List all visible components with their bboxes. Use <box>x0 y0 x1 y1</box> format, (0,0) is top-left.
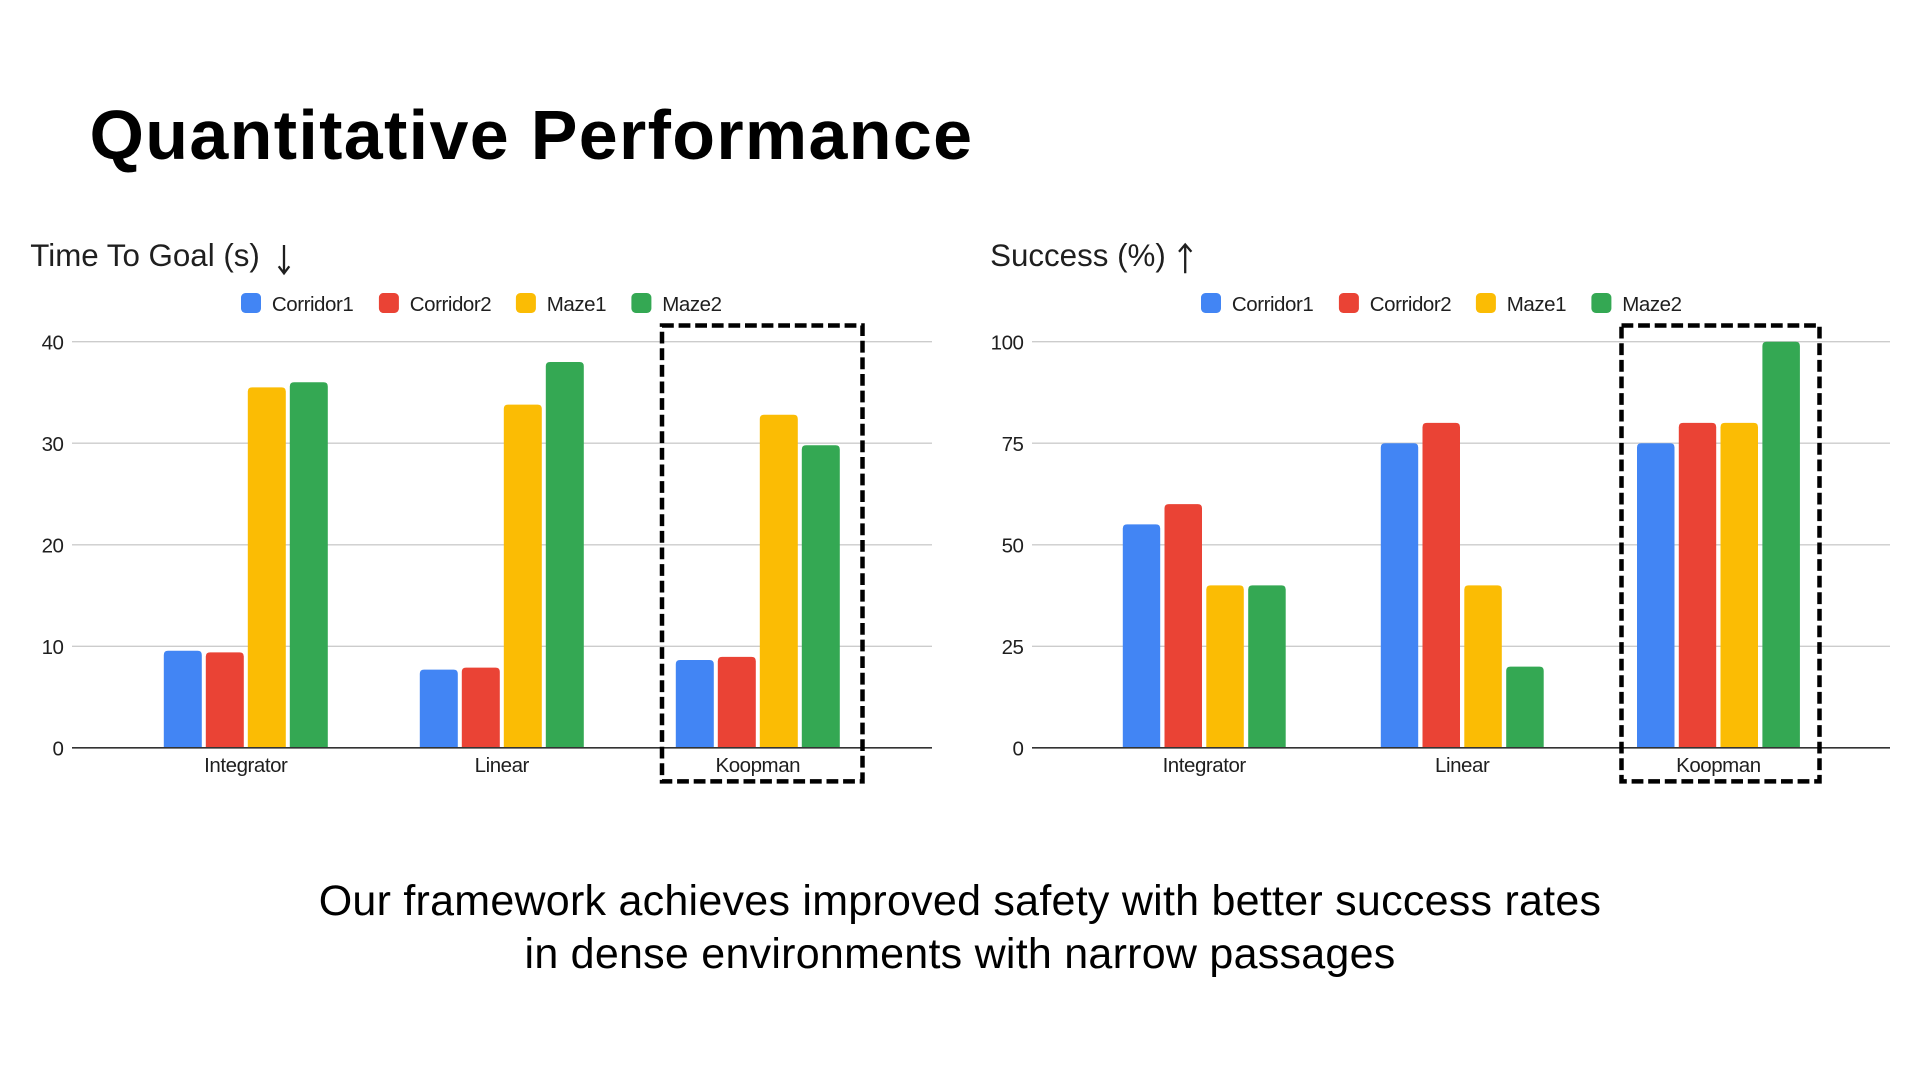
svg-text:Maze2: Maze2 <box>662 293 721 316</box>
svg-text:20: 20 <box>42 534 64 557</box>
svg-text:25: 25 <box>1002 636 1024 659</box>
svg-text:Integrator: Integrator <box>1163 754 1247 777</box>
svg-text:Corridor1: Corridor1 <box>272 293 353 316</box>
svg-text:Linear: Linear <box>475 754 530 777</box>
svg-text:Corridor1: Corridor1 <box>1232 293 1313 316</box>
svg-text:Maze1: Maze1 <box>547 293 606 316</box>
svg-text:75: 75 <box>1002 433 1024 456</box>
svg-text:50: 50 <box>1002 534 1024 557</box>
svg-text:40: 40 <box>42 331 64 354</box>
svg-text:0: 0 <box>1013 737 1024 760</box>
svg-text:Integrator: Integrator <box>204 754 288 777</box>
svg-text:Success (%): Success (%) <box>990 238 1166 273</box>
svg-text:Corridor2: Corridor2 <box>410 293 491 316</box>
svg-text:Maze2: Maze2 <box>1622 293 1681 316</box>
svg-text:Koopman: Koopman <box>715 754 800 777</box>
svg-text:30: 30 <box>42 433 64 456</box>
svg-text:100: 100 <box>991 331 1024 354</box>
svg-text:Koopman: Koopman <box>1676 754 1761 777</box>
svg-text:Maze1: Maze1 <box>1507 293 1566 316</box>
svg-text:Linear: Linear <box>1435 754 1490 777</box>
svg-text:Corridor2: Corridor2 <box>1370 293 1451 316</box>
svg-text:Time To Goal (s): Time To Goal (s) <box>30 238 260 273</box>
svg-text:10: 10 <box>42 636 64 659</box>
svg-text:0: 0 <box>53 737 64 760</box>
